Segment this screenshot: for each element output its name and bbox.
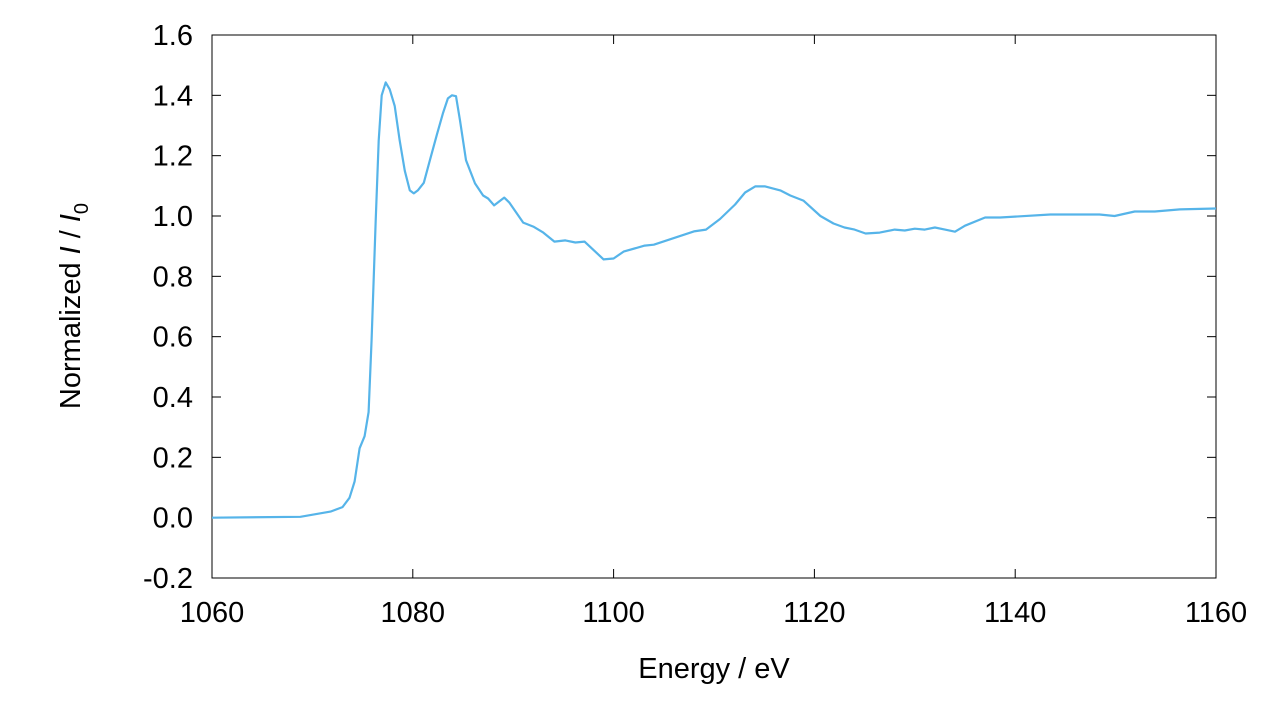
series-line bbox=[211, 81, 1217, 519]
y-tick-label: 0.4 bbox=[153, 382, 193, 414]
y-tick-label: 1.2 bbox=[153, 141, 193, 173]
x-axis-label: Energy / eV bbox=[638, 653, 790, 685]
x-tick-label: 1060 bbox=[180, 597, 245, 629]
y-tick-label: 0.2 bbox=[153, 442, 193, 474]
y-tick-label: 1.0 bbox=[153, 201, 193, 233]
y-tick-label: -0.2 bbox=[143, 563, 193, 595]
y-tick-label: 1.4 bbox=[153, 80, 193, 112]
y-axis: -0.2 0.0 0.2 0.4 0.6 0.8 1.0 1.2 1.4 1.6 bbox=[143, 20, 1216, 595]
y-axis-label: Normalized I / I0 bbox=[55, 203, 93, 409]
y-tick-label: 1.6 bbox=[153, 20, 193, 52]
y-tick-label: 0.0 bbox=[153, 503, 193, 535]
x-axis: 1060 1080 1100 1120 1140 1160 bbox=[180, 35, 1247, 629]
plot-frame bbox=[211, 34, 1217, 579]
y-tick-label: 0.6 bbox=[153, 322, 193, 354]
x-tick-label: 1100 bbox=[582, 597, 644, 629]
x-tick-label: 1080 bbox=[381, 597, 446, 629]
x-tick-label: 1160 bbox=[1185, 597, 1247, 629]
x-tick-label: 1140 bbox=[984, 597, 1046, 629]
x-tick-label: 1120 bbox=[783, 597, 845, 629]
y-tick-label: 0.8 bbox=[153, 261, 193, 293]
